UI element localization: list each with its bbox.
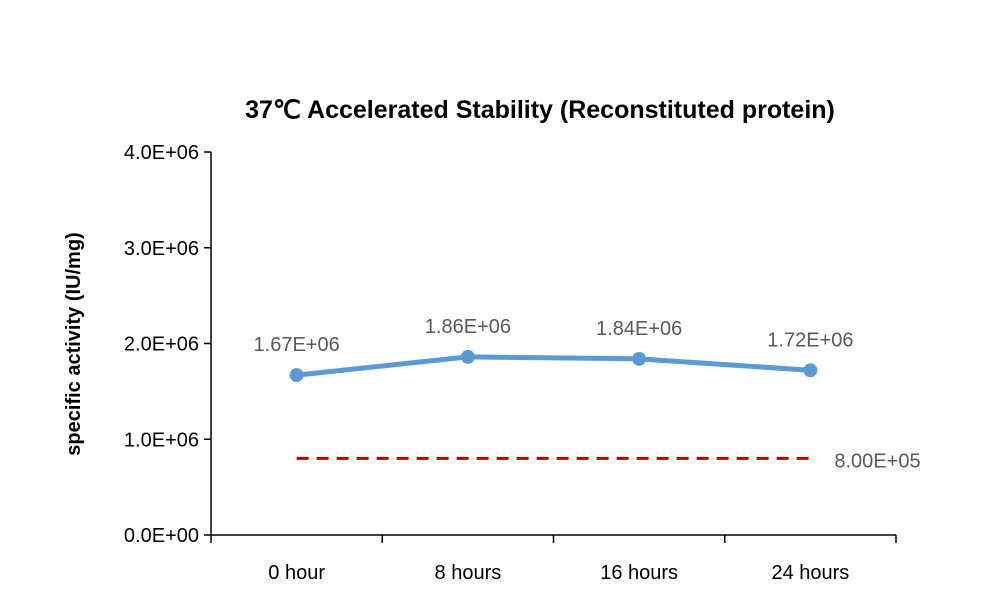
series-group: 8.00E+05 1.67E+06 1.86E+06 1.84E+06 1.72E+06 xyxy=(254,316,921,472)
data-point xyxy=(460,349,475,364)
data-label: 1.84E+06 xyxy=(596,318,682,340)
data-point xyxy=(289,368,304,383)
axes: 0.0E+00 1.0E+06 2.0E+06 3.0E+06 4.0E+06 0 hou… xyxy=(124,142,897,584)
y-tick-label: 2.0E+06 xyxy=(124,334,199,356)
data-point xyxy=(803,363,818,378)
y-tick-label: 1.0E+06 xyxy=(124,429,199,451)
y-tick-label: 4.0E+06 xyxy=(124,142,199,164)
x-tick-label: 24 hours xyxy=(771,562,849,584)
x-tick-label: 8 hours xyxy=(435,562,502,584)
data-label: 1.67E+06 xyxy=(254,334,340,356)
x-tick-label: 16 hours xyxy=(600,562,678,584)
y-tick-label: 3.0E+06 xyxy=(124,238,199,260)
data-label: 1.86E+06 xyxy=(425,316,511,338)
y-tick-label: 0.0E+00 xyxy=(124,525,199,547)
data-label: 1.72E+06 xyxy=(767,329,853,351)
threshold-data-label: 8.00E+05 xyxy=(834,450,920,472)
series-line xyxy=(296,354,811,378)
x-tick-label: 0 hour xyxy=(268,562,325,584)
y-axis-label: specific activity (IU/mg) xyxy=(63,232,85,455)
chart-title: 37℃ Accelerated Stability (Reconstituted… xyxy=(245,96,835,124)
data-point xyxy=(632,351,647,366)
